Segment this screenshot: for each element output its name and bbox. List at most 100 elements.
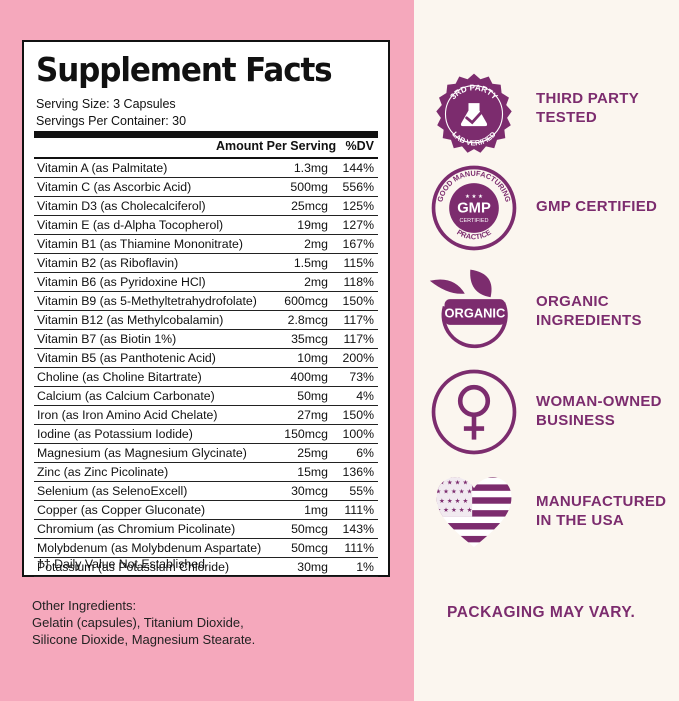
nutrient-name: Vitamin B6 (as Pyridoxine HCl) bbox=[37, 275, 206, 289]
table-row: Vitamin C (as Ascorbic Acid) 500mg 556% bbox=[34, 178, 378, 197]
table-row: Iodine (as Potassium Iodide) 150mcg 100% bbox=[34, 425, 378, 444]
table-row: Magnesium (as Magnesium Glycinate) 25mg 6% bbox=[34, 444, 378, 463]
table-row: Zinc (as Zinc Picolinate) 15mg 136% bbox=[34, 463, 378, 482]
nutrient-amount: 400mg bbox=[290, 370, 328, 384]
nutrient-amount: 50mg bbox=[297, 389, 328, 403]
nutrient-name: Copper (as Copper Gluconate) bbox=[37, 503, 206, 517]
nutrient-dv: 136% bbox=[342, 465, 374, 479]
nutrient-amount: 50mcg bbox=[291, 541, 328, 555]
nutrient-name: Choline (as Choline Bitartrate) bbox=[37, 370, 202, 384]
nutrient-dv: 125% bbox=[342, 199, 374, 213]
svg-text:★ ★ ★ ★: ★ ★ ★ ★ bbox=[439, 497, 468, 505]
nutrient-dv: 150% bbox=[342, 294, 374, 308]
svg-text:★ ★ ★ ★ ★: ★ ★ ★ ★ ★ bbox=[435, 488, 472, 496]
other-ingredients-heading: Other Ingredients: bbox=[32, 598, 137, 613]
other-ingredients: Other Ingredients: Gelatin (capsules), T… bbox=[32, 597, 255, 648]
table-row: Iron (as Iron Amino Acid Chelate) 27mg 150… bbox=[34, 406, 378, 425]
table-row: Selenium (as SelenoExcell) 30mcg 55% bbox=[34, 482, 378, 501]
nutrient-amount: 2.8mcg bbox=[287, 313, 328, 327]
nutrient-name: Calcium (as Calcium Carbonate) bbox=[37, 389, 215, 403]
nutrient-amount: 25mg bbox=[297, 446, 328, 460]
svg-text:★ ★ ★: ★ ★ ★ bbox=[465, 193, 483, 200]
nutrient-dv: 55% bbox=[349, 484, 374, 498]
nutrient-amount: 25mcg bbox=[291, 199, 328, 213]
nutrient-name: Zinc (as Zinc Picolinate) bbox=[37, 465, 169, 479]
svg-text:★ ★ ★ ★: ★ ★ ★ ★ bbox=[439, 478, 468, 486]
nutrient-amount: 27mg bbox=[297, 408, 328, 422]
badge-gmp: GMP CERTIFIED bbox=[536, 198, 658, 215]
nutrient-name: Vitamin B7 (as Biotin 1%) bbox=[37, 332, 177, 346]
nutrient-dv: 556% bbox=[342, 180, 374, 194]
nutrient-dv: 111% bbox=[344, 541, 374, 555]
svg-text:CERTIFIED: CERTIFIED bbox=[459, 218, 488, 224]
dv-header: %DV bbox=[345, 139, 374, 153]
other-ingredients-line1: Gelatin (capsules), Titanium Dioxide, bbox=[32, 615, 244, 630]
badge-woman-owned: WOMAN-OWNED BUSINESS bbox=[536, 393, 662, 429]
nutrient-dv: 115% bbox=[343, 256, 374, 270]
table-row: Vitamin D3 (as Cholecalciferol) 25mcg 125% bbox=[34, 197, 378, 216]
table-row: Vitamin B2 (as Riboflavin) 1.5mg 115% bbox=[34, 254, 378, 273]
nutrient-name: Vitamin B12 (as Methylcobalamin) bbox=[37, 313, 224, 327]
nutrient-amount: 35mcg bbox=[291, 332, 328, 346]
nutrient-name: Vitamin B2 (as Riboflavin) bbox=[37, 256, 179, 270]
nutrient-name: Magnesium (as Magnesium Glycinate) bbox=[37, 446, 247, 460]
nutrient-name: Iron (as Iron Amino Acid Chelate) bbox=[37, 408, 218, 422]
nutrient-dv: 167% bbox=[342, 237, 374, 251]
nutrient-dv: 117% bbox=[343, 332, 374, 346]
table-row: Molybdenum (as Molybdenum Aspartate) 50mc… bbox=[34, 539, 378, 558]
table-row: Choline (as Choline Bitartrate) 400mg 73% bbox=[34, 368, 378, 387]
nutrient-dv: 143% bbox=[342, 522, 374, 536]
nutrient-name: Vitamin E (as d-Alpha Tocopherol) bbox=[37, 218, 224, 232]
nutrient-dv: 117% bbox=[343, 313, 374, 327]
organic-leaf-icon: ORGANIC bbox=[429, 269, 508, 349]
nutrient-amount: 1.5mg bbox=[293, 256, 328, 270]
svg-text:★ ★ ★ ★ ★: ★ ★ ★ ★ ★ bbox=[435, 506, 472, 514]
serving-size: Serving Size: 3 Capsules bbox=[36, 97, 176, 111]
table-row: Vitamin B12 (as Methylcobalamin) 2.8mcg 11… bbox=[34, 311, 378, 330]
table-row: Copper (as Copper Gluconate) 1mg 111% bbox=[34, 501, 378, 520]
table-row: Vitamin B1 (as Thiamine Mononitrate) 2mg 1… bbox=[34, 235, 378, 254]
nutrient-dv: 1% bbox=[356, 560, 374, 574]
nutrient-amount: 2mg bbox=[304, 275, 328, 289]
nutrient-name: Potassium (as Potassium Chloride) bbox=[37, 560, 230, 574]
table-row: Vitamin B9 (as 5-Methyltetrahydrofolate)… bbox=[34, 292, 378, 311]
female-symbol-icon bbox=[431, 369, 517, 455]
svg-text:ORGANIC: ORGANIC bbox=[445, 306, 506, 321]
badge-organic: ORGANIC INGREDIENTS bbox=[536, 293, 642, 329]
table-row: Vitamin E (as d-Alpha Tocopherol) 19mg 127… bbox=[34, 216, 378, 235]
nutrient-name: Vitamin B5 (as Panthotenic Acid) bbox=[37, 351, 216, 365]
nutrient-name: Vitamin B9 (as 5-Methyltetrahydrofolate) bbox=[37, 294, 257, 308]
servings-per-container: Servings Per Container: 30 bbox=[36, 114, 187, 128]
nutrient-dv: 73% bbox=[349, 370, 374, 384]
nutrient-name: Vitamin B1 (as Thiamine Mononitrate) bbox=[37, 237, 243, 251]
footnote: †† Daily Value Not Established bbox=[37, 557, 205, 571]
nutrient-amount: 19mg bbox=[297, 218, 328, 232]
table-row: Vitamin B5 (as Panthotenic Acid) 10mg 200% bbox=[34, 349, 378, 368]
facts-title: Supplement Facts bbox=[36, 50, 333, 89]
nutrient-name: Chromium (as Chromium Picolinate) bbox=[37, 522, 236, 536]
lab-verified-seal-icon: 3RD PARTY LAB VERIFIED bbox=[436, 73, 512, 153]
supplement-facts-panel: Supplement Facts Serving Size: 3 Capsule… bbox=[22, 40, 390, 577]
nutrient-amount: 50mcg bbox=[291, 522, 328, 536]
nutrient-amount: 150mcg bbox=[284, 427, 328, 441]
header-divider bbox=[34, 157, 378, 159]
nutrient-dv: 6% bbox=[356, 446, 374, 460]
table-row: Vitamin B7 (as Biotin 1%) 35mcg 117% bbox=[34, 330, 378, 349]
nutrient-name: Vitamin D3 (as Cholecalciferol) bbox=[37, 199, 206, 213]
svg-text:GMP: GMP bbox=[457, 201, 491, 217]
nutrient-dv: 150% bbox=[342, 408, 374, 422]
nutrient-amount: 1mg bbox=[304, 503, 328, 517]
badge-third-party: THIRD PARTY TESTED bbox=[536, 90, 640, 126]
nutrient-dv: 127% bbox=[342, 218, 374, 232]
nutrient-amount: 500mg bbox=[290, 180, 328, 194]
table-row: Vitamin B6 (as Pyridoxine HCl) 2mg 118% bbox=[34, 273, 378, 292]
table-row: Vitamin A (as Palmitate) 1.3mg 144% bbox=[34, 159, 378, 178]
thick-divider bbox=[34, 131, 378, 138]
nutrient-name: Vitamin A (as Palmitate) bbox=[37, 161, 168, 175]
nutrient-dv: 118% bbox=[343, 275, 374, 289]
table-row: Chromium (as Chromium Picolinate) 50mcg 14… bbox=[34, 520, 378, 539]
nutrient-rows: Vitamin A (as Palmitate) 1.3mg 144% Vitamin… bbox=[34, 159, 378, 577]
nutrient-dv: 200% bbox=[342, 351, 374, 365]
nutrient-dv: 100% bbox=[342, 427, 374, 441]
nutrient-amount: 2mg bbox=[304, 237, 328, 251]
